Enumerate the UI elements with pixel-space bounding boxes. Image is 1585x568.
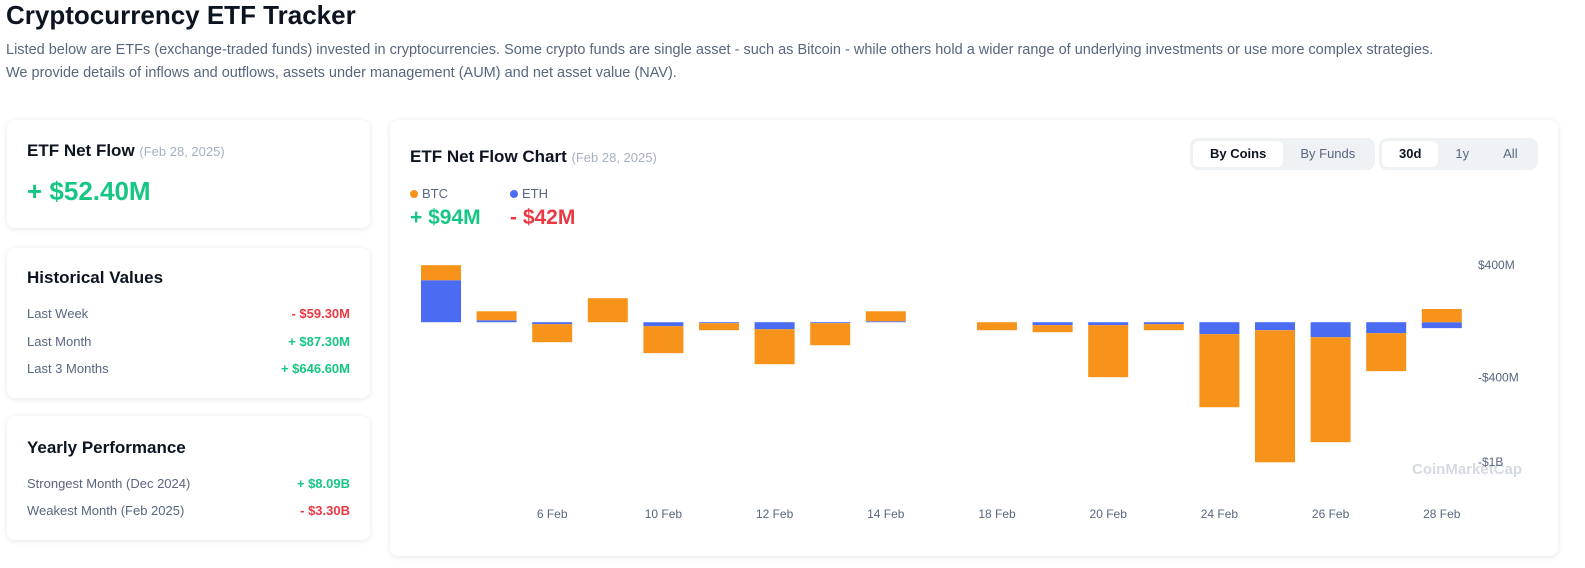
x-tick-label: 10 Feb (645, 507, 683, 521)
card-title: ETF Net Flow (27, 141, 135, 160)
x-tick-label: 24 Feb (1201, 507, 1239, 521)
chart-title: ETF Net Flow Chart (410, 147, 567, 166)
legend-label: BTC (422, 186, 448, 201)
bar-segment (587, 298, 628, 323)
row-label: Strongest Month (27, 476, 123, 491)
bar-segment (532, 324, 573, 343)
bar-segment (699, 323, 739, 331)
bar-segment (476, 311, 517, 321)
bar-segment (1255, 330, 1295, 463)
yearly-card: Yearly Performance Strongest Month (Dec … (7, 416, 370, 540)
bar-segment (754, 322, 795, 330)
x-tick-label: 18 Feb (978, 507, 1016, 521)
x-tick-label: 20 Feb (1090, 507, 1128, 521)
legend-swatch (510, 190, 518, 198)
view-button[interactable]: By Funds (1300, 146, 1356, 161)
x-tick-label: 6 Feb (537, 507, 568, 521)
x-tick-label: 12 Feb (756, 507, 794, 521)
range-toggle: 30d 1y All (1379, 138, 1538, 170)
x-tick-label: 28 Feb (1423, 507, 1461, 521)
watermark: CoinMarketCap (1412, 461, 1522, 478)
bar-segment (1366, 322, 1407, 334)
bar-segment (865, 321, 906, 323)
bar-segment (810, 322, 851, 324)
bar-segment (1366, 333, 1407, 372)
row-value: + $8.09B (296, 476, 350, 491)
legend-swatch (410, 190, 418, 198)
bar-segment (810, 323, 851, 346)
historical-card: Historical Values Last Week - $59.30M Las… (7, 248, 370, 398)
bar-segment (421, 265, 461, 281)
description: We provide details of inflows and outflo… (6, 65, 677, 81)
bar-segment (1143, 324, 1184, 331)
bar-segment (1032, 322, 1073, 326)
chart-card: ETF Net Flow Chart (Feb 28, 2025) By Coi… (390, 120, 1558, 556)
row-period: (Dec 2024) (126, 476, 191, 491)
legend-total: - $42M (510, 206, 576, 229)
y-tick-label: $400M (1478, 258, 1515, 272)
row-value: + $646.60M (280, 361, 350, 376)
row-value: + $87.30M (288, 334, 350, 349)
bar-segment (1310, 322, 1351, 338)
y-tick-label: -$400M (1478, 371, 1519, 385)
page-title: Cryptocurrency ETF Tracker (6, 0, 356, 30)
row-value: - $59.30M (291, 306, 350, 321)
bar-segment (1421, 309, 1462, 323)
bar-segment (1088, 322, 1129, 326)
legend-total: + $94M (410, 206, 481, 229)
view-button[interactable]: By Coins (1193, 141, 1284, 167)
card-title: Historical Values (27, 268, 164, 287)
x-tick-label: 14 Feb (867, 507, 905, 521)
bar-segment (1199, 322, 1240, 335)
range-button[interactable]: All (1503, 146, 1518, 161)
row-label: Last Month (27, 334, 92, 349)
bar-segment (699, 322, 739, 324)
view-toggle: By Coins By Funds (1190, 138, 1376, 170)
bar-segment (1310, 337, 1351, 443)
net-flow-value: + $52.40M (27, 176, 151, 206)
bar-segment (643, 326, 684, 354)
bar-segment (754, 329, 795, 365)
bar-segment (1088, 325, 1129, 378)
bar-segment (1255, 322, 1295, 331)
bar-segment (643, 322, 684, 327)
range-button[interactable]: 30d (1382, 141, 1439, 167)
row-label: Last Week (27, 306, 89, 321)
description: Listed below are ETFs (exchange-traded f… (6, 42, 1434, 58)
bar-segment (1143, 322, 1184, 325)
row-label: Last 3 Months (27, 361, 109, 376)
bar-segment (1032, 325, 1073, 333)
card-title: Yearly Performance (27, 438, 186, 457)
bar-segment (532, 322, 573, 325)
x-tick-label: 26 Feb (1312, 507, 1350, 521)
row-period: (Feb 2025) (120, 503, 185, 518)
bar-segment (977, 322, 1017, 331)
bar-segment (865, 311, 906, 322)
legend-label: ETH (522, 186, 548, 201)
bar-segment (1199, 334, 1240, 408)
card-date: (Feb 28, 2025) (139, 144, 225, 159)
chart: CoinMarketCap $400M -$400M -$1B 6 Feb 10 Feb… (421, 258, 1522, 521)
chart-date: (Feb 28, 2025) (571, 150, 657, 165)
row-label: Weakest Month (27, 503, 118, 518)
bar-segment (421, 280, 461, 323)
bar-segment (476, 320, 517, 323)
row-value: - $3.30B (300, 503, 350, 518)
bar-segment (1421, 322, 1462, 329)
range-button[interactable]: 1y (1455, 146, 1470, 161)
net-flow-card: ETF Net Flow (Feb 28, 2025) + $52.40M (7, 120, 370, 228)
y-tick-label: -$1B (1478, 455, 1503, 469)
